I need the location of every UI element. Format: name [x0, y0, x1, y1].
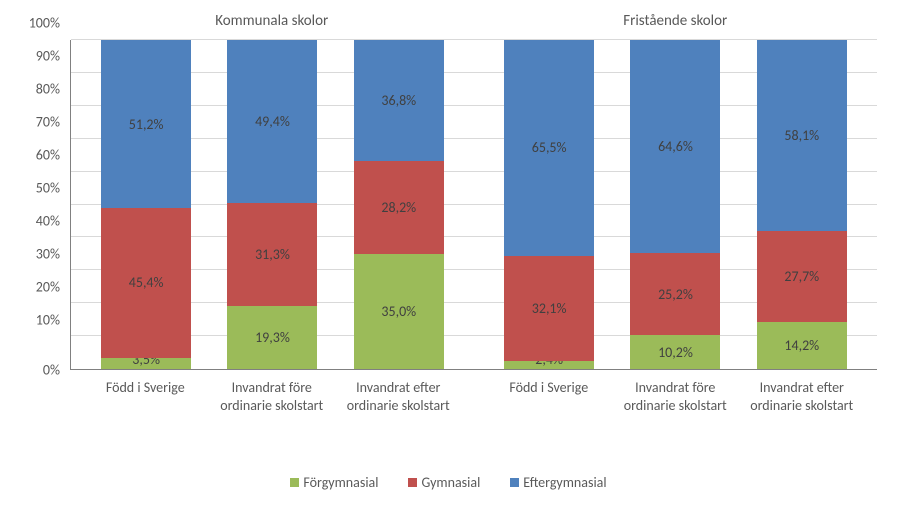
y-tick-20: 20%	[36, 279, 60, 296]
bar-segment-eftergymnasial: 36,8%	[354, 40, 444, 161]
bar-kommunala-1: 19,3% 31,3% 49,4%	[227, 40, 317, 369]
bar-segment-label: 28,2%	[381, 199, 416, 216]
stacked-bar-chart: Kommunala skolor Fristående skolor 0% 10…	[10, 10, 887, 497]
bar-kommunala-0: 3,5% 45,4% 51,2%	[101, 40, 191, 369]
bar-segment-label: 19,3%	[255, 329, 290, 346]
bar-segment-label: 35,0%	[381, 303, 416, 320]
bar-segment-label: 32,1%	[532, 300, 567, 317]
x-label: Invandrat efter ordinarie skolstart	[739, 375, 866, 414]
bar-segment-gymnasial: 31,3%	[227, 203, 317, 306]
x-label: Invandrat före ordinarie skolstart	[612, 375, 739, 414]
y-tick-50: 50%	[36, 180, 60, 197]
bar-segment-eftergymnasial: 51,2%	[101, 40, 191, 208]
bar-segment-label: 31,3%	[255, 246, 290, 263]
bar-segment-forgymnasial: 10,2%	[630, 335, 720, 369]
bar-segment-gymnasial: 32,1%	[504, 256, 594, 362]
bar-segment-label: 10,2%	[658, 344, 693, 361]
bar-segment-eftergymnasial: 65,5%	[504, 40, 594, 255]
bars-layer: 3,5% 45,4% 51,2% 19,3% 31,3% 49,4% 35,0% 28,2…	[71, 40, 877, 369]
x-group-right: Född i Sverige Invandrat före ordinarie …	[474, 375, 878, 414]
bar-segment-label: 49,4%	[255, 113, 290, 130]
y-tick-30: 30%	[36, 246, 60, 263]
x-label: Invandrat före ordinarie skolstart	[209, 375, 336, 414]
x-axis-labels: Född i Sverige Invandrat före ordinarie …	[70, 375, 877, 414]
bar-fristaende-0: 2,4% 32,1% 65,5%	[504, 40, 594, 369]
bar-segment-forgymnasial: 35,0%	[354, 254, 444, 369]
bar-segment-gymnasial: 45,4%	[101, 208, 191, 357]
bar-segment-forgymnasial: 14,2%	[757, 322, 847, 369]
bar-segment-label: 45,4%	[129, 274, 164, 291]
bar-segment-label: 25,2%	[658, 286, 693, 303]
bar-segment-gymnasial: 28,2%	[354, 161, 444, 254]
bar-segment-forgymnasial: 19,3%	[227, 306, 317, 369]
y-tick-10: 10%	[36, 312, 60, 329]
group-titles: Kommunala skolor Fristående skolor	[70, 12, 877, 34]
bar-segment-label: 64,6%	[658, 138, 693, 155]
bar-segment-label: 27,7%	[784, 268, 819, 285]
y-axis-labels: 0% 10% 20% 30% 40% 50% 60% 70% 80% 90% 1…	[10, 40, 65, 370]
y-tick-40: 40%	[36, 213, 60, 230]
bar-segment-eftergymnasial: 49,4%	[227, 40, 317, 203]
bar-segment-label: 36,8%	[381, 92, 416, 109]
group-title-right: Fristående skolor	[474, 12, 878, 34]
bar-segment-forgymnasial: 2,4%	[504, 361, 594, 369]
legend-label: Förgymnasial	[303, 474, 378, 491]
bar-segment-eftergymnasial: 64,6%	[630, 40, 720, 253]
legend-item-eftergymnasial: Eftergymnasial	[510, 474, 606, 491]
y-tick-0: 0%	[43, 362, 60, 379]
bar-kommunala-2: 35,0% 28,2% 36,8%	[354, 40, 444, 369]
bar-fristaende-1: 10,2% 25,2% 64,6%	[630, 40, 720, 369]
bar-segment-label: 51,2%	[129, 116, 164, 133]
bar-segment-gymnasial: 25,2%	[630, 253, 720, 336]
swatch-icon	[408, 478, 417, 487]
bar-segment-eftergymnasial: 58,1%	[757, 40, 847, 231]
bar-segment-gymnasial: 27,7%	[757, 231, 847, 322]
legend-label: Gymnasial	[421, 474, 480, 491]
y-tick-100: 100%	[29, 15, 60, 32]
x-label: Född i Sverige	[486, 375, 613, 414]
bar-fristaende-2: 14,2% 27,7% 58,1%	[757, 40, 847, 369]
bar-group-kommunala: 3,5% 45,4% 51,2% 19,3% 31,3% 49,4% 35,0% 28,2…	[71, 40, 474, 369]
bar-segment-forgymnasial: 3,5%	[101, 358, 191, 369]
swatch-icon	[510, 478, 519, 487]
y-tick-90: 90%	[36, 48, 60, 65]
x-label: Född i Sverige	[82, 375, 209, 414]
legend-item-forgymnasial: Förgymnasial	[290, 474, 378, 491]
legend-label: Eftergymnasial	[523, 474, 606, 491]
x-group-left: Född i Sverige Invandrat före ordinarie …	[70, 375, 474, 414]
bar-group-fristaende: 2,4% 32,1% 65,5% 10,2% 25,2% 64,6% 14,2% 27,7…	[474, 40, 877, 369]
x-label: Invandrat efter ordinarie skolstart	[335, 375, 462, 414]
plot-area: 3,5% 45,4% 51,2% 19,3% 31,3% 49,4% 35,0% 28,2…	[70, 40, 877, 370]
bar-segment-label: 14,2%	[784, 337, 819, 354]
y-tick-60: 60%	[36, 147, 60, 164]
legend-item-gymnasial: Gymnasial	[408, 474, 480, 491]
group-title-left: Kommunala skolor	[70, 12, 474, 34]
swatch-icon	[290, 478, 299, 487]
legend: Förgymnasial Gymnasial Eftergymnasial	[10, 474, 887, 491]
bar-segment-label: 65,5%	[532, 139, 567, 156]
bar-segment-label: 58,1%	[784, 127, 819, 144]
y-tick-70: 70%	[36, 114, 60, 131]
y-tick-80: 80%	[36, 81, 60, 98]
